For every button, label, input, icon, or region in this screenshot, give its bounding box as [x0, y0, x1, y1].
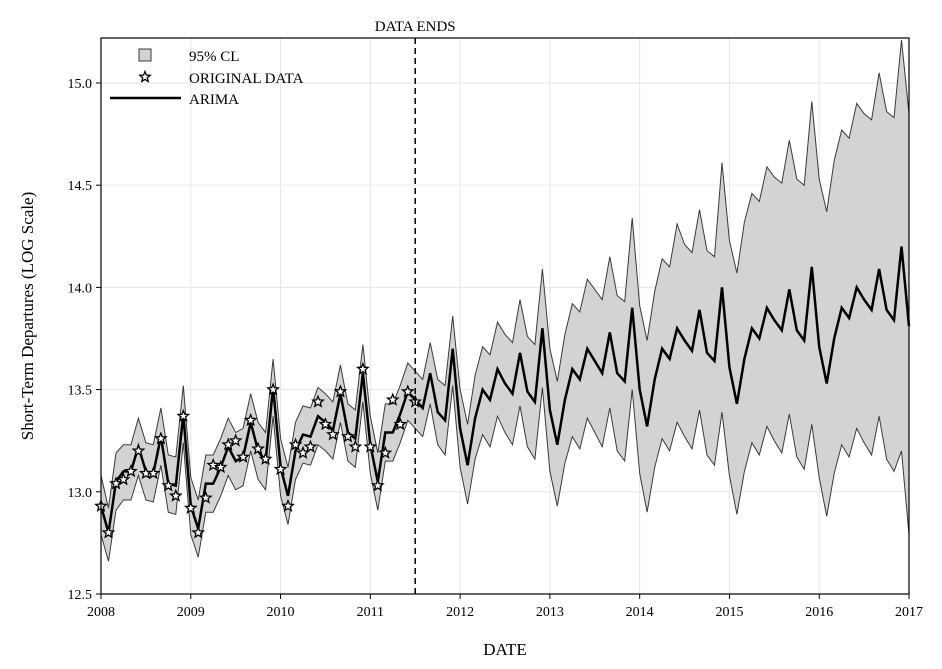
original-data-point — [385, 392, 400, 406]
y-axis-title: Short-Term Departures (LOG Scale) — [18, 192, 37, 441]
original-data-point — [109, 476, 123, 490]
original-data-point — [123, 464, 138, 478]
x-tick-label: 2014 — [626, 605, 654, 620]
original-data-point — [206, 457, 221, 472]
original-data-point — [393, 417, 408, 431]
original-data-point — [325, 427, 340, 441]
original-data-point — [228, 433, 243, 447]
original-data-point — [191, 525, 206, 539]
x-tick-label: 2016 — [805, 605, 833, 620]
plot-frame — [100, 37, 910, 595]
original-data-point — [153, 431, 168, 445]
data-ends-label: DATA ENDS — [375, 19, 456, 35]
original-data-point — [266, 382, 281, 396]
original-data-point — [221, 437, 236, 451]
original-data-point — [243, 412, 258, 427]
axes: 2008 2009 2010 2011 2012 2013 2014 2015 2016 2017… — [68, 77, 924, 620]
original-data-point — [318, 417, 333, 431]
legend-band-swatch — [138, 48, 152, 62]
x-tick-label: 2017 — [895, 605, 923, 620]
y-tick-label: 12.5 — [68, 588, 93, 603]
original-data-point — [183, 500, 198, 515]
original-data-point — [340, 429, 355, 443]
original-data-point — [258, 451, 273, 465]
annotation-layer: DATA ENDS — [375, 19, 456, 594]
original-data-point — [131, 443, 146, 457]
confidence-band — [101, 40, 909, 562]
original-data-point — [251, 441, 266, 455]
original-data-point — [116, 472, 131, 486]
original-data-point — [400, 384, 415, 398]
confidence-band-layer — [100, 39, 910, 562]
original-data-point — [273, 462, 288, 476]
original-data-point — [198, 490, 213, 504]
x-tick-label: 2010 — [267, 605, 295, 620]
x-axis-title: DATE — [483, 640, 526, 659]
arima-line — [99, 246, 911, 534]
original-data-point — [303, 439, 318, 453]
x-tick-label: 2015 — [715, 605, 743, 620]
original-data-point — [236, 449, 251, 463]
legend-star-icon — [138, 69, 152, 83]
original-data-layer — [94, 361, 423, 539]
y-tick-label: 13.0 — [68, 486, 93, 501]
arima-line-layer — [99, 246, 911, 534]
y-tick-label: 15.0 — [68, 77, 93, 92]
y-tick-label: 14.5 — [68, 179, 93, 194]
original-data-point — [311, 394, 325, 408]
x-tick-label: 2009 — [177, 605, 205, 620]
y-tick-label: 13.5 — [68, 384, 93, 399]
legend-arima-label: ARIMA — [189, 92, 239, 108]
y-tick-label: 14.0 — [68, 281, 93, 296]
x-tick-label: 2013 — [536, 605, 564, 620]
legend: 95% CL ORIGINAL DATA ARIMA — [110, 48, 304, 108]
lower-cl-line — [100, 385, 910, 562]
original-data-point — [213, 459, 228, 474]
x-tick-label: 2011 — [357, 605, 384, 620]
x-tick-label: 2012 — [446, 605, 474, 620]
original-data-point — [378, 445, 393, 459]
legend-band-label: 95% CL — [189, 49, 239, 65]
original-data-point — [281, 498, 295, 512]
original-data-point — [168, 488, 183, 502]
upper-cl-line — [100, 39, 910, 509]
original-data-point — [355, 361, 370, 376]
legend-original-label: ORIGINAL DATA — [189, 71, 304, 87]
x-tick-label: 2008 — [87, 605, 115, 620]
original-data-point — [101, 525, 116, 539]
original-data-point — [146, 466, 161, 480]
original-data-point — [333, 384, 348, 398]
original-data-point — [288, 437, 303, 451]
original-data-point — [176, 408, 191, 423]
original-data-point — [370, 478, 385, 492]
original-data-point — [363, 439, 378, 453]
original-data-point — [161, 478, 176, 492]
original-data-point — [348, 439, 363, 453]
